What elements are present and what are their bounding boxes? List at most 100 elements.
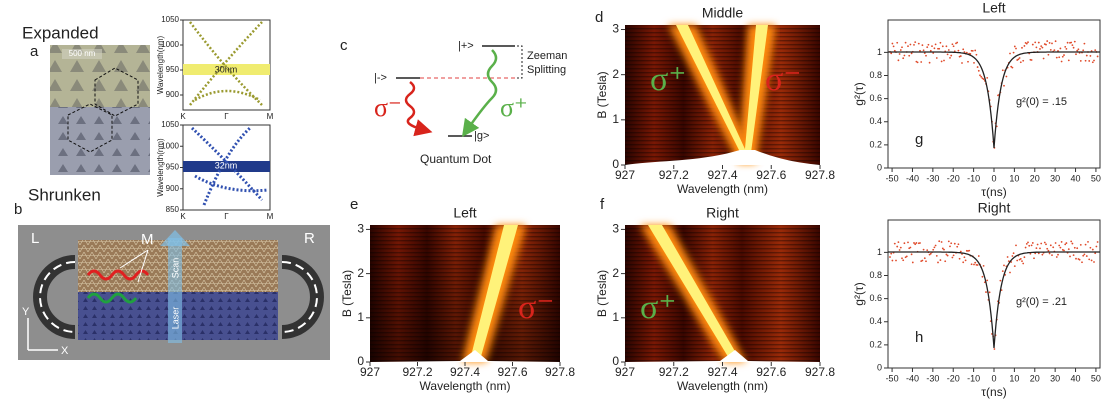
y-tick-label: 0 (357, 354, 364, 368)
measured-point (1076, 247, 1079, 250)
measured-point (950, 54, 953, 57)
measured-point (1082, 49, 1085, 52)
measured-point (949, 245, 951, 248)
measured-point (909, 246, 912, 249)
measured-point (982, 78, 985, 81)
measured-point (932, 248, 935, 251)
measured-point (938, 47, 941, 50)
measured-point (1084, 59, 1087, 62)
measured-point (925, 54, 927, 57)
y-tick-label: 3 (357, 222, 364, 236)
measured-point (951, 43, 954, 46)
x-tick-label: 50 (1091, 373, 1101, 383)
measured-point (1082, 254, 1085, 257)
measured-point (929, 49, 932, 52)
measured-point (917, 42, 920, 45)
measured-point (979, 74, 981, 77)
measured-point (982, 264, 985, 267)
measured-point (922, 49, 925, 52)
measured-point (1089, 55, 1092, 57)
y-tick-label: 1000 (161, 141, 179, 150)
measured-point (1013, 45, 1016, 48)
measured-point (1072, 46, 1075, 49)
measured-point (1046, 40, 1049, 42)
measured-point (1060, 241, 1063, 243)
measured-point (1049, 49, 1052, 51)
y-tick-label: 1 (357, 310, 364, 324)
sigma-minus: σ⁻ (374, 93, 402, 122)
measured-point (1077, 48, 1080, 51)
sigma-minus: σ⁻ (518, 289, 554, 326)
x-tick-label: 927.2 (659, 365, 689, 379)
measured-point (1009, 271, 1011, 274)
measured-point (971, 49, 974, 52)
measured-point (1027, 41, 1029, 44)
measured-point (1065, 48, 1068, 50)
measured-point (1094, 252, 1097, 255)
measured-point (935, 57, 938, 59)
panel-b: b Scan Laser M L R Y X (14, 201, 330, 360)
measured-point (1013, 265, 1016, 268)
y-axis-label: Y (22, 306, 30, 318)
measured-point (941, 45, 944, 48)
x-tick-label: 927.4 (707, 168, 737, 182)
y-axis-label: B (Tesla) (595, 71, 609, 118)
x-tick-label: 927.8 (545, 365, 575, 379)
measured-point (1031, 242, 1034, 244)
wave-red (86, 269, 150, 281)
measured-point (1076, 49, 1079, 52)
measured-point (1001, 69, 1004, 72)
measured-point (1063, 54, 1065, 56)
measured-point (1046, 247, 1049, 250)
scan-arrow (160, 230, 190, 246)
panel-label: e (350, 196, 358, 213)
measured-point (957, 243, 960, 246)
measured-point (962, 48, 965, 51)
y-tick-label: 0.2 (869, 339, 882, 349)
measured-point (1093, 59, 1095, 62)
heatmap-d: σ⁺ σ⁻ (625, 25, 820, 165)
measured-point (889, 256, 891, 258)
measured-point (1066, 41, 1069, 44)
measured-point (939, 259, 942, 261)
zeeman-line (648, 225, 740, 360)
plot-title: Middle (702, 5, 743, 21)
measured-point (934, 244, 937, 247)
measured-point (1079, 60, 1082, 62)
measured-point (1027, 241, 1029, 244)
cell-outline (94, 67, 139, 117)
measured-point (959, 55, 962, 57)
measured-point (891, 259, 894, 262)
scale-bar: 500 nm (69, 49, 96, 58)
measured-point (901, 257, 903, 260)
y-axis-label: Wavelength(nm) (156, 35, 165, 94)
x-tick-label: 20 (1030, 173, 1040, 183)
measured-point (890, 52, 893, 55)
measured-point (901, 46, 903, 49)
measured-point (911, 261, 914, 264)
measured-point (1055, 56, 1058, 59)
measured-point (921, 259, 924, 262)
y-tick-label: 0 (877, 362, 882, 372)
zeeman-line (676, 25, 750, 160)
y-tick-label: 1000 (161, 40, 179, 49)
scale-bg (62, 49, 102, 59)
measured-point (1096, 55, 1099, 58)
emission-green (461, 49, 498, 138)
measured-point (897, 241, 900, 244)
x-tick-label: 927.4 (707, 365, 737, 379)
measured-point (1001, 270, 1004, 273)
m-label: M (141, 231, 154, 248)
band-curve (189, 21, 263, 106)
y-tick-label: 0.8 (869, 70, 882, 80)
scan-label: Scan (170, 258, 180, 279)
measured-point (914, 243, 917, 246)
measured-point (898, 249, 901, 251)
measured-point (1051, 42, 1053, 45)
measured-point (1075, 257, 1077, 260)
x-tick-label: 927 (360, 365, 380, 379)
measured-point (931, 45, 933, 48)
gap-label: 32nm (215, 160, 238, 170)
measured-point (968, 249, 971, 252)
measured-point (1023, 256, 1026, 259)
